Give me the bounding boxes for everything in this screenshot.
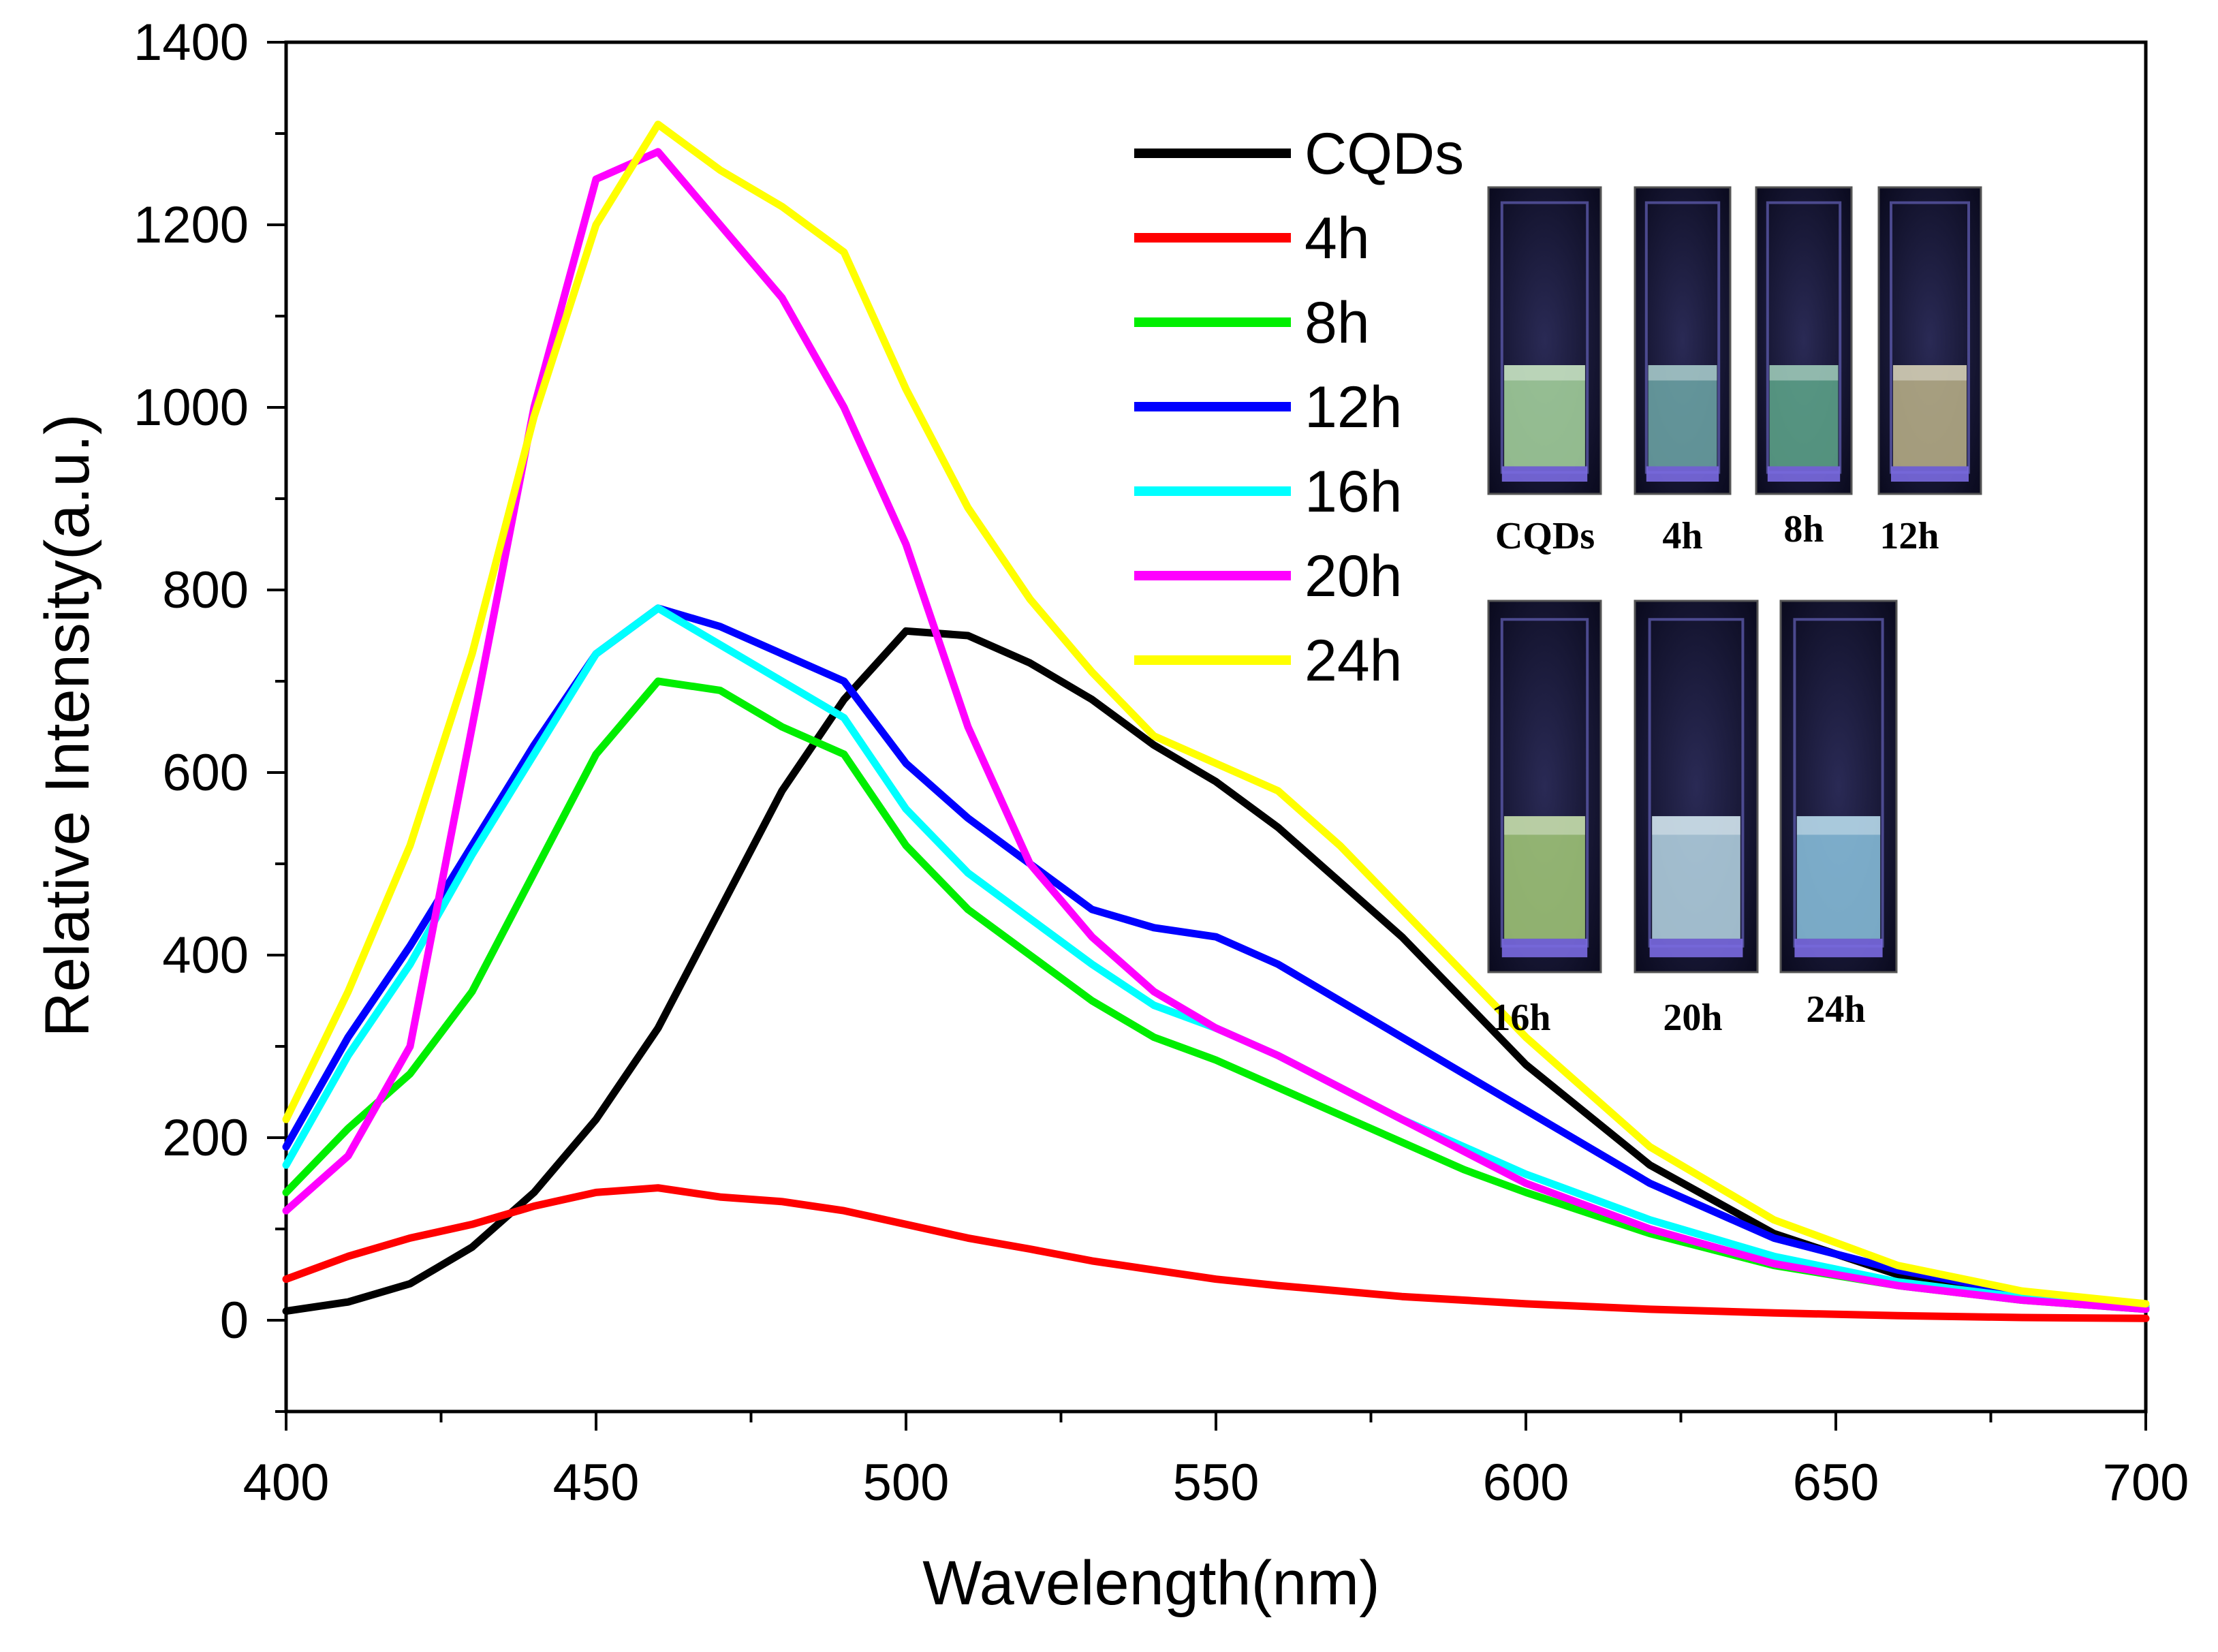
cuvette-photo-24h <box>1779 599 1898 973</box>
y-tick-label: 800 <box>162 561 249 619</box>
x-tick-label: 550 <box>1173 1454 1260 1512</box>
series-line-20h <box>282 148 2150 1313</box>
y-tick-label: 1200 <box>134 196 249 254</box>
inset-label-8h: 8h <box>1783 508 1824 550</box>
legend: CQDs 4h 8h 12h 16h 20h 24h <box>1134 121 1464 693</box>
legend-label-cqds: CQDs <box>1305 121 1464 187</box>
x-tick-label: 650 <box>1793 1454 1879 1512</box>
data-series <box>282 121 2150 1322</box>
legend-label-8h: 8h <box>1305 290 1370 356</box>
legend-label-4h: 4h <box>1305 206 1370 271</box>
legend-label-12h: 12h <box>1305 375 1403 440</box>
series-line-24h <box>282 121 2150 1308</box>
inset-label-12h: 12h <box>1879 515 1939 557</box>
legend-label-20h: 20h <box>1305 544 1403 609</box>
cuvette-photo-12h <box>1877 186 1982 495</box>
cuvette-photo-20h <box>1634 599 1759 973</box>
inset-label-24h: 24h <box>1806 988 1865 1031</box>
legend-label-16h: 16h <box>1305 459 1403 525</box>
series-line-4h <box>282 1184 2150 1322</box>
x-tick-label: 600 <box>1483 1454 1569 1512</box>
cuvette-photo-16h <box>1487 599 1602 973</box>
inset-label-cqds: CQDs <box>1495 515 1595 557</box>
inset-label-4h: 4h <box>1662 515 1702 557</box>
axis-ticks: 400 450 500 550 600 650 700 0 200 400 600 800 1000 12… <box>134 14 2189 1512</box>
series-line-12h <box>282 604 2150 1311</box>
series-line-cqds <box>282 627 2150 1315</box>
x-tick-label: 700 <box>2103 1454 2189 1512</box>
inset-label-20h: 20h <box>1663 997 1722 1039</box>
y-axis-title: Relative Intensity(a.u.) <box>33 414 102 1037</box>
y-tick-label: 1400 <box>134 14 249 72</box>
series-line-8h <box>282 677 2150 1313</box>
x-tick-label: 400 <box>243 1454 330 1512</box>
inset-label-16h: 16h <box>1491 997 1550 1039</box>
x-axis-title: Wavelength(nm) <box>922 1548 1380 1618</box>
y-tick-label: 200 <box>162 1109 249 1167</box>
y-tick-label: 1000 <box>134 379 249 437</box>
y-tick-label: 400 <box>162 926 249 984</box>
series-line-16h <box>282 604 2150 1311</box>
y-tick-label: 600 <box>162 744 249 802</box>
x-tick-label: 500 <box>863 1454 950 1512</box>
x-tick-label: 450 <box>553 1454 640 1512</box>
legend-label-24h: 24h <box>1305 628 1403 693</box>
cuvette-photo-cqds <box>1487 186 1602 495</box>
cuvette-photo-8h <box>1755 186 1853 495</box>
y-tick-label: 0 <box>220 1292 249 1350</box>
cuvette-photo-4h <box>1634 186 1732 495</box>
cuvette-photo-inset: CQDs 4h 8h 12h 16h 20h 24h <box>1487 186 1982 1039</box>
